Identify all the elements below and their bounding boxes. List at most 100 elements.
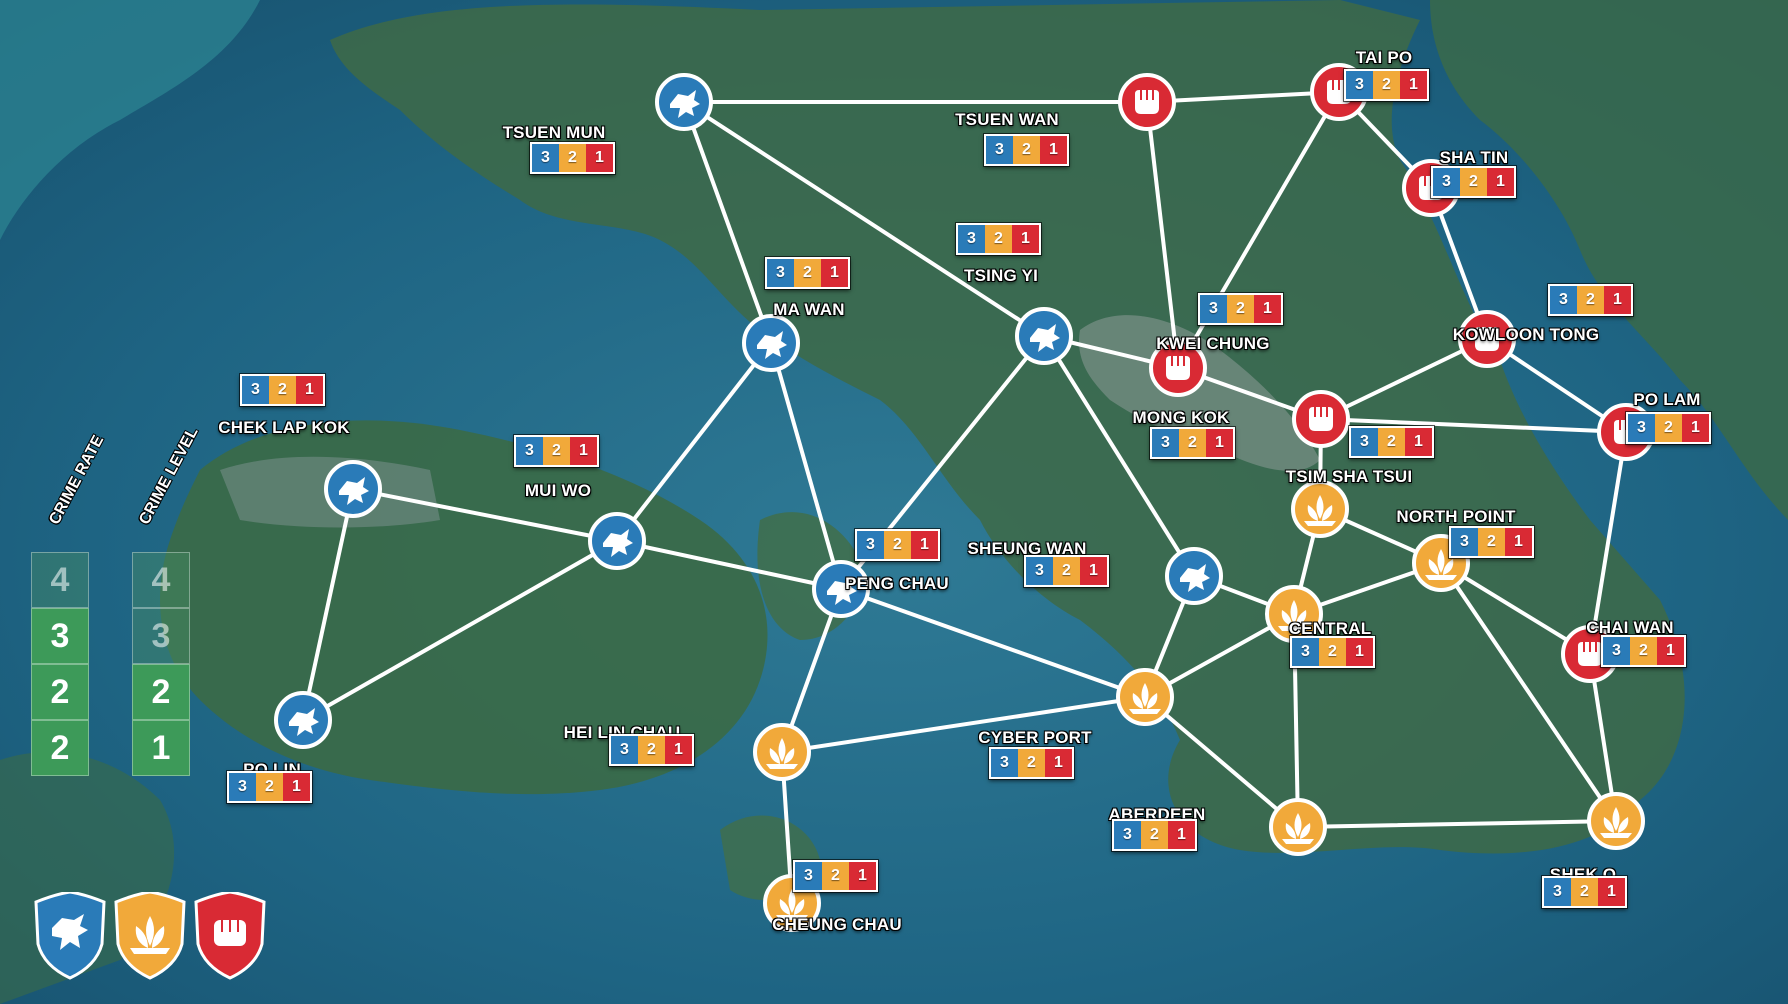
score-cell: 2: [269, 376, 296, 404]
score-cell: 2: [1378, 428, 1405, 456]
district-label-peng_chau: PENG CHAU: [845, 574, 949, 593]
crime-level-cell[interactable]: 2: [132, 664, 190, 720]
crime-rate-cell[interactable]: 2: [31, 720, 89, 776]
road-chek_lap_kok-po_lin: [301, 487, 355, 722]
district-node-ma_wan[interactable]: [742, 314, 800, 372]
district-node-po_lin[interactable]: [274, 691, 332, 749]
score-cell: 1: [586, 144, 613, 172]
dragon-icon: [757, 331, 787, 359]
district-node-mong_kok[interactable]: [1292, 390, 1350, 448]
road-ma_wan-peng_chau: [769, 341, 843, 591]
score-cell: 2: [559, 144, 586, 172]
score-cell: 3: [242, 376, 269, 404]
faction-legend: [34, 892, 266, 980]
district-node-tsing_yi[interactable]: [1015, 307, 1073, 365]
score-cell: 3: [1628, 414, 1655, 442]
score-cell: 2: [638, 736, 665, 764]
district-node-cyber_port[interactable]: [1116, 668, 1174, 726]
district-label-mui_wo: MUI WO: [524, 481, 592, 500]
score-cell: 3: [1292, 638, 1319, 666]
score-cell: 2: [1630, 637, 1657, 665]
score-cell: 3: [516, 437, 543, 465]
dragon-icon: [289, 708, 319, 736]
score-cell: 3: [1451, 528, 1478, 556]
score-cell: 1: [1598, 878, 1625, 906]
score-cell: 3: [1603, 637, 1630, 665]
score-cell: 1: [296, 376, 323, 404]
district-node-shek_o[interactable]: [1587, 792, 1645, 850]
score-cell: 3: [857, 531, 884, 559]
score-cell: 1: [911, 531, 938, 559]
district-node-sheung_wan[interactable]: [1165, 547, 1223, 605]
district-node-kowloon_tong[interactable]: [1458, 310, 1516, 368]
district-label-ma_wan: MA WAN: [773, 300, 845, 319]
crime-rate-cell[interactable]: 3: [31, 608, 89, 664]
score-cell: 1: [1657, 637, 1684, 665]
dragon-icon: [34, 892, 106, 980]
road-cyber_port-aberdeen: [1143, 695, 1300, 829]
district-node-peng_chau[interactable]: [812, 560, 870, 618]
score-cell: 3: [1433, 168, 1460, 196]
score-cell: 3: [1200, 295, 1227, 323]
district-label-cyber_port: CYBER PORT: [978, 728, 1092, 747]
road-tsuen_mun-ma_wan: [682, 100, 773, 345]
lotus-icon: [1600, 807, 1632, 838]
score-cell: 1: [1400, 71, 1427, 99]
district-node-tsuen_mun[interactable]: [655, 73, 713, 131]
score-cell: 2: [884, 531, 911, 559]
road-chek_lap_kok-mui_wo: [351, 487, 619, 543]
score-cell: 2: [1319, 638, 1346, 666]
district-label-tai_po: TAI PO: [1355, 48, 1413, 67]
score-cell: 3: [1114, 821, 1141, 849]
dragon-icon: [827, 577, 857, 605]
road-hei_lin_chau-cyber_port: [780, 695, 1147, 754]
district-label-central: CENTRAL: [1288, 619, 1372, 638]
crime-rate-cell[interactable]: 4: [31, 552, 89, 608]
district-label-chek_lap_kok: CHEK LAP KOK: [218, 418, 350, 437]
district-label-mong_kok: MONG KOK: [1132, 408, 1230, 427]
score-cell: 3: [767, 259, 794, 287]
score-cell: 2: [1179, 429, 1206, 457]
lotus-icon: [1129, 683, 1161, 714]
district-node-hei_lin_chau[interactable]: [753, 723, 811, 781]
district-node-tsuen_wan[interactable]: [1118, 73, 1176, 131]
lotus-icon: [766, 738, 798, 769]
score-cell: 2: [822, 862, 849, 890]
district-node-tsim_sha_tsui[interactable]: [1291, 480, 1349, 538]
district-node-chek_lap_kok[interactable]: [324, 460, 382, 518]
fist-icon: [194, 892, 266, 980]
road-north_point-chai_wan: [1439, 561, 1592, 656]
crime-rate-cell[interactable]: 2: [31, 664, 89, 720]
score-cell: 1: [1040, 136, 1067, 164]
crime-level-cell[interactable]: 3: [132, 608, 190, 664]
district-label-kwei_chung: KWEI CHUNG: [1156, 334, 1270, 353]
score-cell: 2: [1478, 528, 1505, 556]
score-cell: 3: [1346, 71, 1373, 99]
district-label-tsim_sha_tsui: TSIM SHA TSUI: [1285, 467, 1413, 486]
district-node-mui_wo[interactable]: [588, 512, 646, 570]
crime-level-cell[interactable]: 1: [132, 720, 190, 776]
score-cell: 1: [1045, 749, 1072, 777]
score-cell: 3: [1026, 557, 1053, 585]
district-label-chai_wan: CHAI WAN: [1586, 618, 1674, 637]
district-label-sha_tin: SHA TIN: [1439, 148, 1509, 167]
district-label-tsuen_mun: TSUEN MUN: [502, 123, 606, 142]
district-node-aberdeen[interactable]: [1269, 798, 1327, 856]
score-cell: 1: [665, 736, 692, 764]
crime-level-cell[interactable]: 4: [132, 552, 190, 608]
district-node-kwei_chung[interactable]: [1149, 339, 1207, 397]
score-cell: 3: [1351, 428, 1378, 456]
road-mong_kok-po_lam: [1319, 417, 1628, 434]
